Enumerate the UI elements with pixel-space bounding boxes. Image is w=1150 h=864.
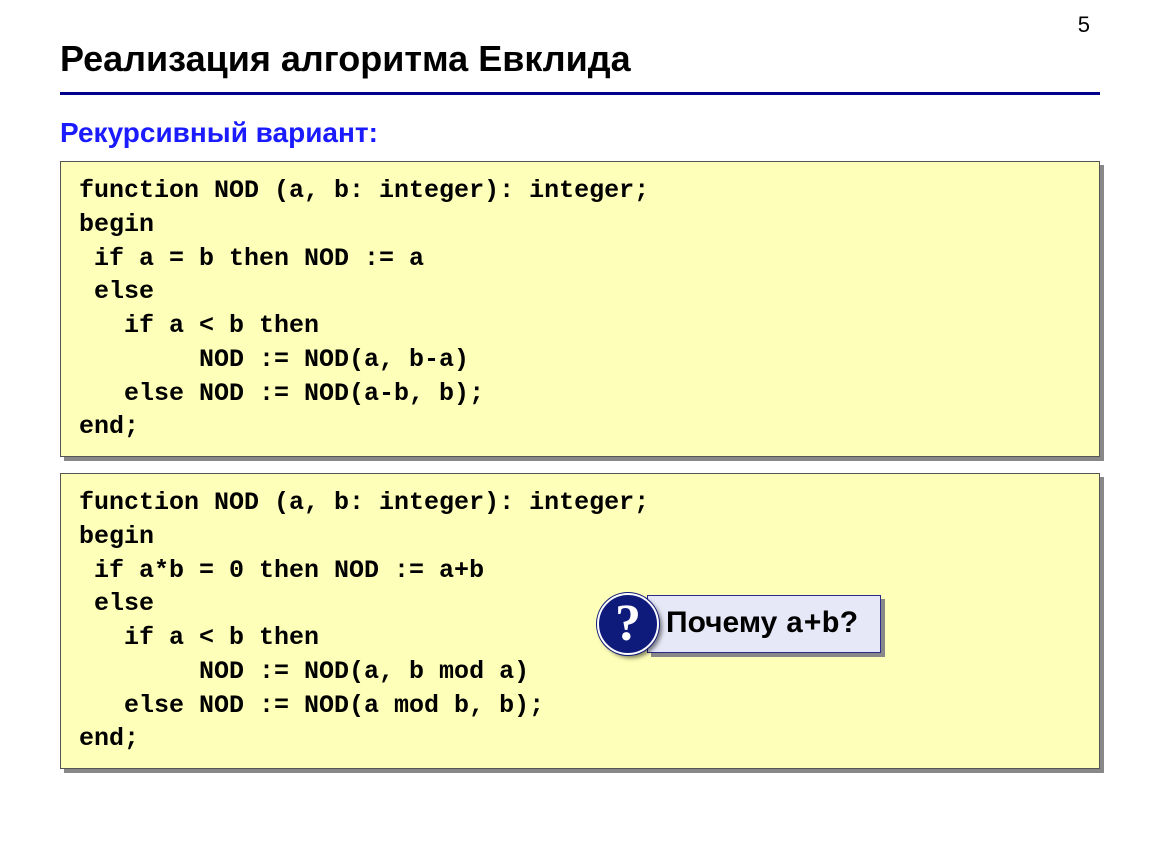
code-block-1: function NOD (a, b: integer): integer; b… xyxy=(60,161,1100,457)
code-block-2-wrapper: function NOD (a, b: integer): integer; b… xyxy=(60,473,1100,769)
code-block-1-wrapper: function NOD (a, b: integer): integer; b… xyxy=(60,161,1100,457)
callout-box: Почему a+b? xyxy=(647,595,881,653)
callout-text-suffix: ? xyxy=(840,606,858,639)
callout-text-prefix: Почему xyxy=(666,606,786,639)
question-icon: ? xyxy=(597,593,659,655)
page-number: 5 xyxy=(1078,12,1090,38)
slide-title: Реализация алгоритма Евклида xyxy=(60,38,1100,95)
slide-subtitle: Рекурсивный вариант: xyxy=(60,117,1100,149)
callout-text: Почему a+b? xyxy=(666,606,858,639)
code-block-2: function NOD (a, b: integer): integer; b… xyxy=(60,473,1100,769)
callout: ? Почему a+b? xyxy=(597,593,881,655)
callout-text-code: a+b xyxy=(786,608,840,642)
